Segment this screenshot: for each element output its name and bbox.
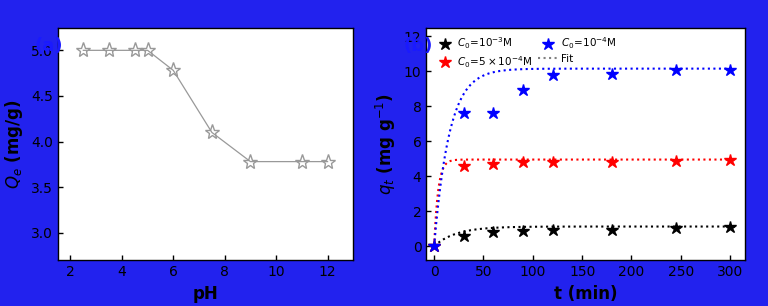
X-axis label: pH: pH xyxy=(193,285,218,303)
Y-axis label: $Q_e$ (mg/g): $Q_e$ (mg/g) xyxy=(3,99,25,188)
Text: (a): (a) xyxy=(35,37,63,55)
Legend: $C_0\!=\!10^{-3}$M, $C_0\!=\!5\times10^{-4}$M, $C_0\!=\!10^{-4}$M, Fit: $C_0\!=\!10^{-3}$M, $C_0\!=\!5\times10^{… xyxy=(432,33,620,73)
Y-axis label: $q_t$ (mg g$^{-1}$): $q_t$ (mg g$^{-1}$) xyxy=(374,93,398,195)
X-axis label: t (min): t (min) xyxy=(554,285,617,303)
Text: (b): (b) xyxy=(403,37,432,55)
